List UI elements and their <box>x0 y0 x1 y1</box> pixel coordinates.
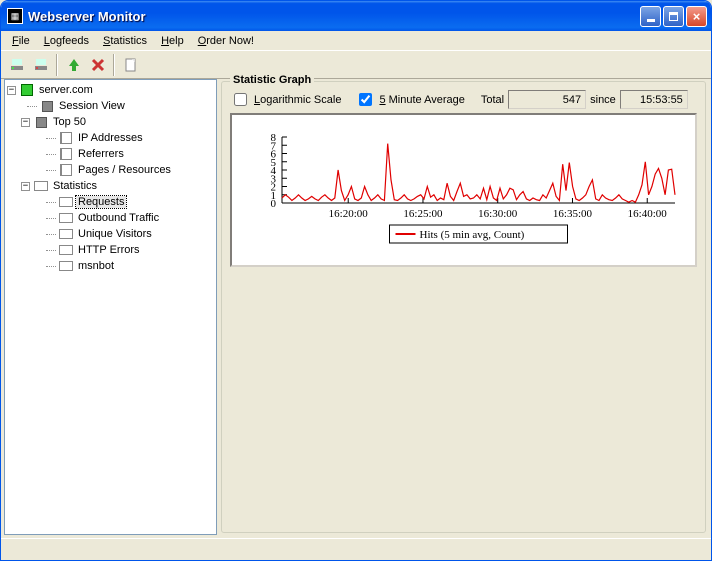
svg-text:16:35:00: 16:35:00 <box>553 208 593 220</box>
tool-up-icon[interactable] <box>62 54 85 76</box>
tree-session[interactable]: Session View <box>7 98 214 114</box>
tree-panel[interactable]: − server.com Session View − Top 50 <box>4 79 217 535</box>
stats-icon <box>33 179 49 193</box>
chart-icon <box>58 259 74 273</box>
tool-server2-icon[interactable] <box>29 54 52 76</box>
avg-label[interactable]: 5 Minute Average <box>379 94 464 106</box>
stat-groupbox: Statistic Graph Logarithmic Scale 5 Minu… <box>221 81 706 533</box>
menu-statistics[interactable]: Statistics <box>96 33 154 49</box>
tree-msnbot[interactable]: msnbot <box>34 258 214 274</box>
chart-icon <box>58 227 74 241</box>
tree-pages[interactable]: Pages / Resources <box>34 162 214 178</box>
server-icon <box>19 83 35 97</box>
tree-server-label: server.com <box>37 84 95 96</box>
collapse-icon[interactable]: − <box>21 182 30 191</box>
menu-help[interactable]: Help <box>154 33 191 49</box>
svg-text:Hits (5 min avg, Count): Hits (5 min avg, Count) <box>420 229 525 241</box>
menubar: File Logfeeds Statistics Help Order Now! <box>1 31 711 51</box>
tree-unique[interactable]: Unique Visitors <box>34 226 214 242</box>
chart: 01234567816:20:0016:25:0016:30:0016:35:0… <box>230 113 697 267</box>
app-icon: ▦ <box>7 8 23 24</box>
logscale-label[interactable]: Logarithmic Scale <box>254 94 341 106</box>
total-label: Total <box>481 94 504 106</box>
tree-referrers[interactable]: Referrers <box>34 146 214 162</box>
page-icon <box>58 147 74 161</box>
since-label: since <box>590 94 616 106</box>
chart-icon <box>58 243 74 257</box>
chart-icon <box>58 211 74 225</box>
page-icon <box>58 131 74 145</box>
menu-logfeeds[interactable]: Logfeeds <box>37 33 96 49</box>
svg-text:16:30:00: 16:30:00 <box>478 208 518 220</box>
statusbar <box>1 538 711 560</box>
minimize-button[interactable] <box>640 6 661 27</box>
window-title: Webserver Monitor <box>28 9 640 24</box>
maximize-button[interactable] <box>663 6 684 27</box>
total-value: 547 <box>508 90 586 109</box>
svg-text:16:40:00: 16:40:00 <box>628 208 668 220</box>
tree-server[interactable]: − server.com <box>7 82 214 98</box>
toolbar <box>1 51 711 79</box>
tool-delete-icon[interactable] <box>86 54 109 76</box>
groupbox-title: Statistic Graph <box>230 74 314 86</box>
tree-requests[interactable]: Requests <box>34 194 214 210</box>
collapse-icon[interactable]: − <box>21 118 30 127</box>
tree-top50[interactable]: − Top 50 <box>7 114 214 130</box>
tree-outbound[interactable]: Outbound Traffic <box>34 210 214 226</box>
logscale-checkbox[interactable] <box>234 93 247 106</box>
tree-stats[interactable]: − Statistics <box>7 178 214 194</box>
list-icon <box>33 115 49 129</box>
session-icon <box>39 99 55 113</box>
tool-server1-icon[interactable] <box>5 54 28 76</box>
page-icon <box>58 163 74 177</box>
tree-ip[interactable]: IP Addresses <box>34 130 214 146</box>
tree-errors[interactable]: HTTP Errors <box>34 242 214 258</box>
since-value: 15:53:55 <box>620 90 688 109</box>
chart-svg: 01234567816:20:0016:25:0016:30:0016:35:0… <box>232 115 695 265</box>
tool-new-icon[interactable] <box>119 54 142 76</box>
svg-text:16:25:00: 16:25:00 <box>403 208 443 220</box>
close-button[interactable]: × <box>686 6 707 27</box>
avg-checkbox[interactable] <box>359 93 372 106</box>
svg-text:8: 8 <box>271 132 277 144</box>
chart-icon <box>58 195 74 209</box>
titlebar[interactable]: ▦ Webserver Monitor × <box>1 1 711 31</box>
svg-text:16:20:00: 16:20:00 <box>329 208 369 220</box>
menu-order[interactable]: Order Now! <box>191 33 261 49</box>
collapse-icon[interactable]: − <box>7 86 16 95</box>
menu-file[interactable]: File <box>5 33 37 49</box>
